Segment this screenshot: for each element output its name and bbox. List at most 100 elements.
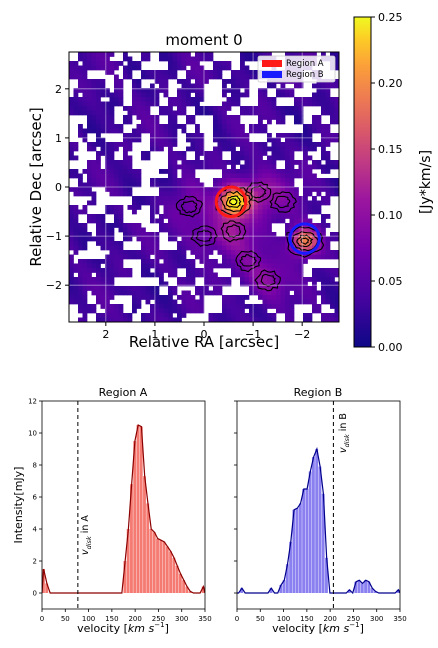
spectrum-bar [188,591,192,593]
spectrum-xtick-label: 300 [175,615,188,623]
spectrum-xtick-label: 100 [277,615,290,623]
spectrum-bar [162,541,166,593]
spectrum-a-ylabel: Intensity[mJy] [12,467,25,544]
map-regions [214,185,321,255]
contour-line [225,224,241,238]
spectrum-ytick-label: 4 [33,526,38,534]
spectrum-xtick-label: 0 [235,615,239,623]
contour-line [219,190,248,213]
spectrum-bar [289,541,293,593]
colorbar-tick-label: 0.15 [378,143,403,156]
moment-map: 2 1 0 −1 −2 2 1 0 −1 −2 moment 0 Relative RA [arc… [27,31,340,351]
contour-line [229,198,238,206]
spectrum-ytick-label: 8 [33,462,37,470]
spectrum-bar [123,561,127,593]
contour-line [274,195,291,209]
spectrum-bar [279,585,283,593]
spectrum-bar [360,583,364,593]
spectrum-bar [354,581,358,593]
spectrum-bar [165,546,169,593]
legend-label-region-a: Region A [286,59,324,69]
spectrum-bar [175,565,179,593]
spectrum-xtick-label: 250 [347,615,360,623]
spectrum-bar [143,476,146,593]
spectrum-bar [364,580,367,593]
spectrum-b-axes: 0 50 100 150 200 250 300 350 [234,400,407,623]
spectrum-bar [126,529,130,593]
contour-line [175,195,204,218]
map-xtick-label: 2 [102,328,109,341]
colorbar-tick-label: 0.25 [378,11,403,24]
spectrum-bar [169,551,172,593]
contour-line [235,250,262,273]
spectrum-b-frame [236,400,401,610]
spectrum-region-b: 0 50 100 150 200 250 300 350 Region B velocity … [234,386,407,635]
legend-swatch-region-a [262,60,282,67]
spectrum-bar [240,588,244,593]
spectrum-bar [298,503,302,593]
spectrum-xtick-label: 250 [152,615,165,623]
spectrum-ytick-label: 0 [33,590,37,598]
contour-line [269,191,297,213]
map-title: moment 0 [165,31,242,49]
spectrum-a-axes: 0 50 100 150 200 250 300 350 0 2 4 6 8 10 12 [28,398,212,624]
contour-line [239,254,257,267]
spectrum-a-line [42,401,205,609]
spectrum-bar [321,493,325,593]
contour-line [220,220,247,243]
spectrum-ytick-label: 2 [33,558,37,566]
spectrum-bar [311,457,315,593]
spectrum-bar [172,557,176,593]
colorbar-tick-label: 0.00 [378,341,403,354]
spectrum-xtick-label: 150 [300,615,313,623]
map-legend: Region A Region B [257,55,336,83]
map-xtick-label: 0 [201,328,208,341]
map-axes: 2 1 0 −1 −2 2 1 0 −1 −2 [46,83,311,341]
map-xtick-label: −2 [294,328,310,341]
spectrum-a-xlabel: velocity [km s−1] [77,621,169,635]
map-xtick-label: −1 [245,328,261,341]
contour-line [260,273,276,287]
colorbar-ticks: 0.00 0.05 0.10 0.15 0.20 0.25 [371,11,403,354]
map-ytick-label: −2 [46,279,62,292]
map-ytick-label: 0 [55,181,62,194]
map-gridlines [69,52,339,322]
spectrum-bar [295,508,299,593]
spectrum-a-title: Region A [99,386,148,399]
spectrum-line [237,446,400,595]
spectrum-xtick-label: 50 [256,615,265,623]
spectrum-bar [396,589,400,593]
spectrum-xtick-label: 200 [323,615,336,623]
spectrum-bar [302,489,306,593]
colorbar-tick-label: 0.05 [378,275,403,288]
spectrum-xtick-label: 0 [40,615,44,623]
spectrum-b-xlabel: velocity [km s−1] [272,621,364,635]
legend-label-region-b: Region B [286,70,324,80]
contour-line [254,269,281,292]
map-ytick-label: −1 [46,230,62,243]
spectrum-bar [182,580,186,593]
spectrum-xtick-label: 50 [61,615,70,623]
spectrum-bar [308,471,312,593]
spectrum-bar [282,580,286,593]
spectrum-bar [178,573,182,593]
map-ytick-label: 2 [55,83,62,96]
contour-line [180,200,198,214]
spectrum-bar [325,557,328,593]
spectrum-bar [136,425,140,593]
spectrum-bar [42,569,45,593]
spectrum-bar [347,589,351,593]
spectrum-xtick-label: 150 [105,615,118,623]
spectrum-bar [156,538,159,593]
spectrum-bar [367,581,371,593]
spectrum-bar [370,588,374,593]
spectrum-bar [139,426,143,593]
spectrum-bar [152,532,156,593]
vdisk-label-a: vdisk in A [80,515,93,555]
contour-line [225,195,242,208]
spectrum-bar [285,564,289,593]
region-circle-region-a [214,185,248,218]
map-ytick-label: 1 [55,132,62,145]
